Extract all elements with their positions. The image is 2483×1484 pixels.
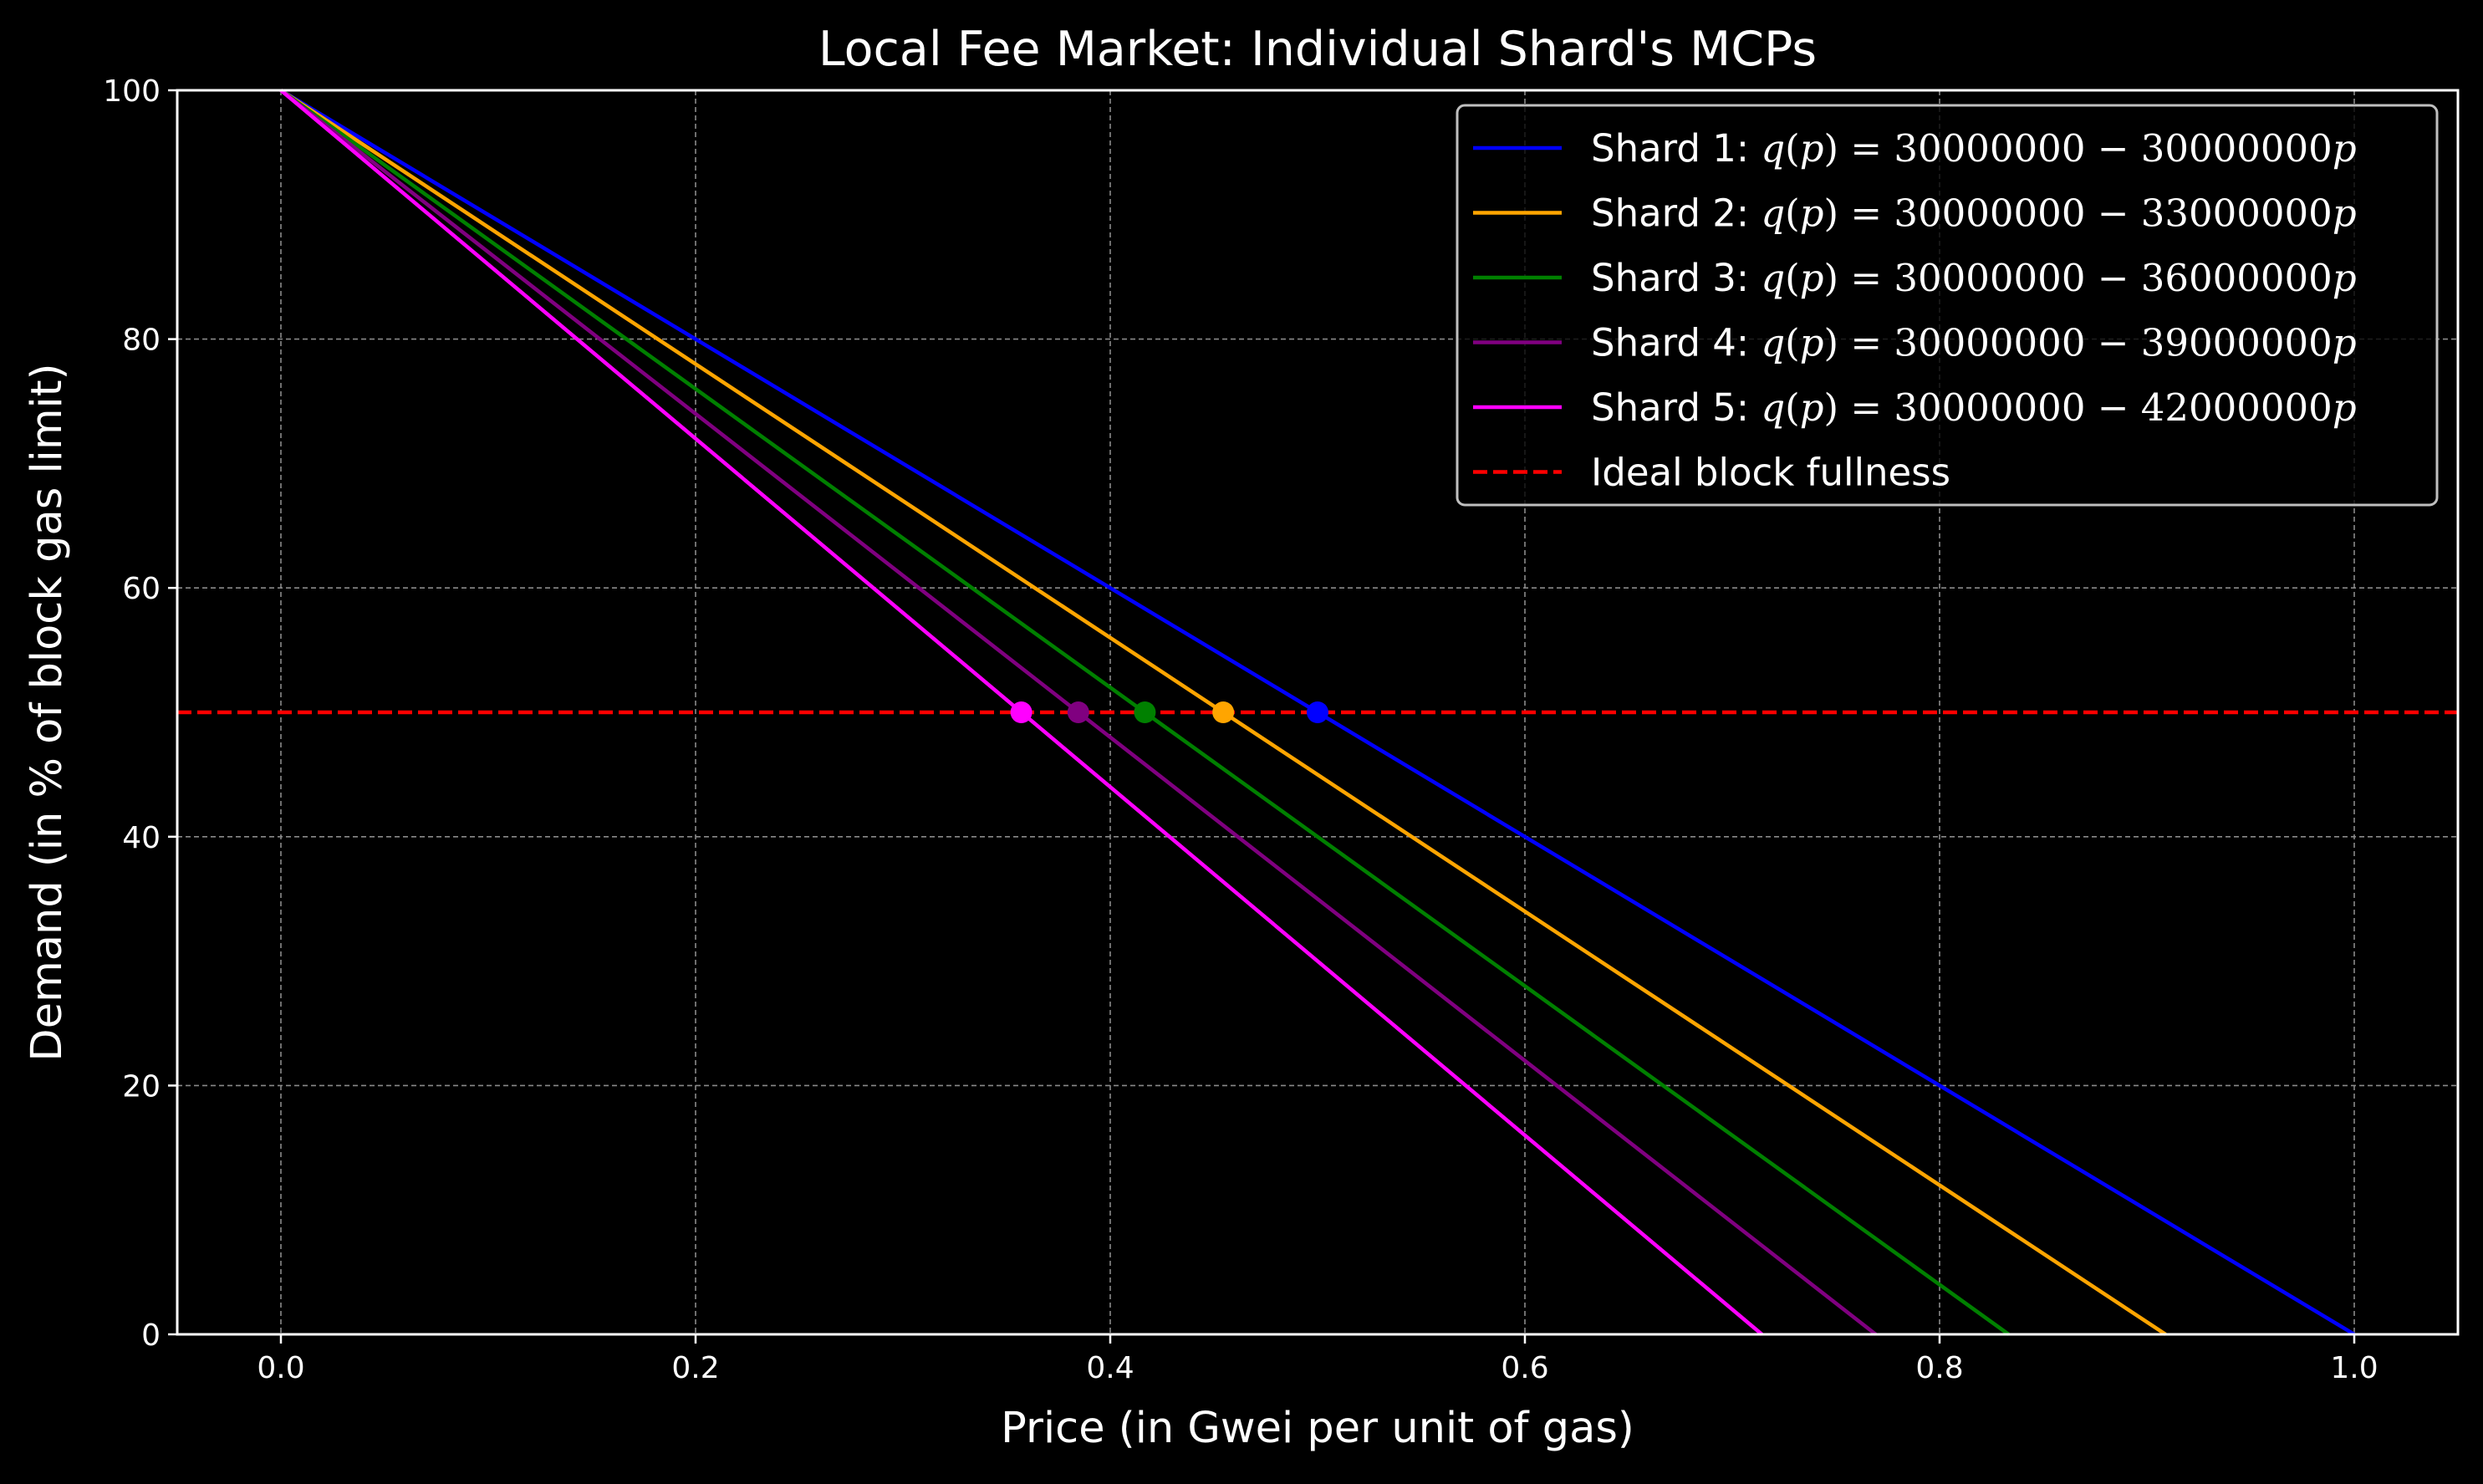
x-tick-label: 1.0 bbox=[2330, 1351, 2378, 1385]
mcp-point-shard-5 bbox=[1010, 701, 1032, 723]
y-tick-label: 40 bbox=[122, 821, 161, 855]
x-axis-label: Price (in Gwei per unit of gas) bbox=[1001, 1404, 1634, 1453]
mcp-point-shard-3 bbox=[1134, 701, 1156, 723]
legend-entries: Shard 1: q(p) = 30000000 − 30000000p Shar… bbox=[1473, 126, 2357, 495]
x-tick-label: 0.0 bbox=[257, 1351, 304, 1385]
x-tick-label: 0.8 bbox=[1915, 1351, 1963, 1385]
legend-label-shard-5: Shard 5: q(p) = 30000000 − 42000000p bbox=[1591, 385, 2357, 430]
x-axis-ticks: 0.0 0.2 0.4 0.6 0.8 1.0 bbox=[257, 1334, 2378, 1385]
x-tick-label: 0.6 bbox=[1501, 1351, 1548, 1385]
legend-label-shard-1: Shard 1: q(p) = 30000000 − 30000000p bbox=[1591, 126, 2357, 171]
legend: Shard 1: q(p) = 30000000 − 30000000p Shar… bbox=[1456, 104, 2439, 507]
legend-label-shard-4: Shard 4: q(p) = 30000000 − 39000000p bbox=[1591, 321, 2357, 365]
x-tick-label: 0.2 bbox=[671, 1351, 719, 1385]
mcp-point-shard-4 bbox=[1067, 701, 1089, 723]
mcp-markers bbox=[1010, 701, 1328, 723]
y-tick-label: 80 bbox=[122, 324, 161, 358]
legend-label-shard-3: Shard 3: q(p) = 30000000 − 36000000p bbox=[1591, 256, 2357, 300]
y-tick-label: 0 bbox=[141, 1318, 161, 1353]
y-axis-ticks: 0 20 40 60 80 100 bbox=[103, 74, 177, 1353]
y-axis-label: Demand (in % of block gas limit) bbox=[23, 363, 72, 1061]
legend-label-shard-2: Shard 2: q(p) = 30000000 − 33000000p bbox=[1591, 191, 2357, 236]
chart-title: Local Fee Market: Individual Shard's MCP… bbox=[818, 22, 1817, 77]
plot-frame bbox=[176, 89, 2460, 1336]
y-tick-label: 20 bbox=[122, 1069, 161, 1104]
mcp-point-shard-2 bbox=[1212, 701, 1235, 723]
legend-box bbox=[1456, 104, 2439, 507]
y-tick-label: 60 bbox=[122, 572, 161, 606]
mcp-point-shard-1 bbox=[1307, 701, 1328, 723]
x-tick-label: 0.4 bbox=[1086, 1351, 1134, 1385]
legend-label-ideal-block-fullness: Ideal block fullness bbox=[1591, 451, 1950, 495]
y-tick-label: 100 bbox=[103, 74, 161, 109]
